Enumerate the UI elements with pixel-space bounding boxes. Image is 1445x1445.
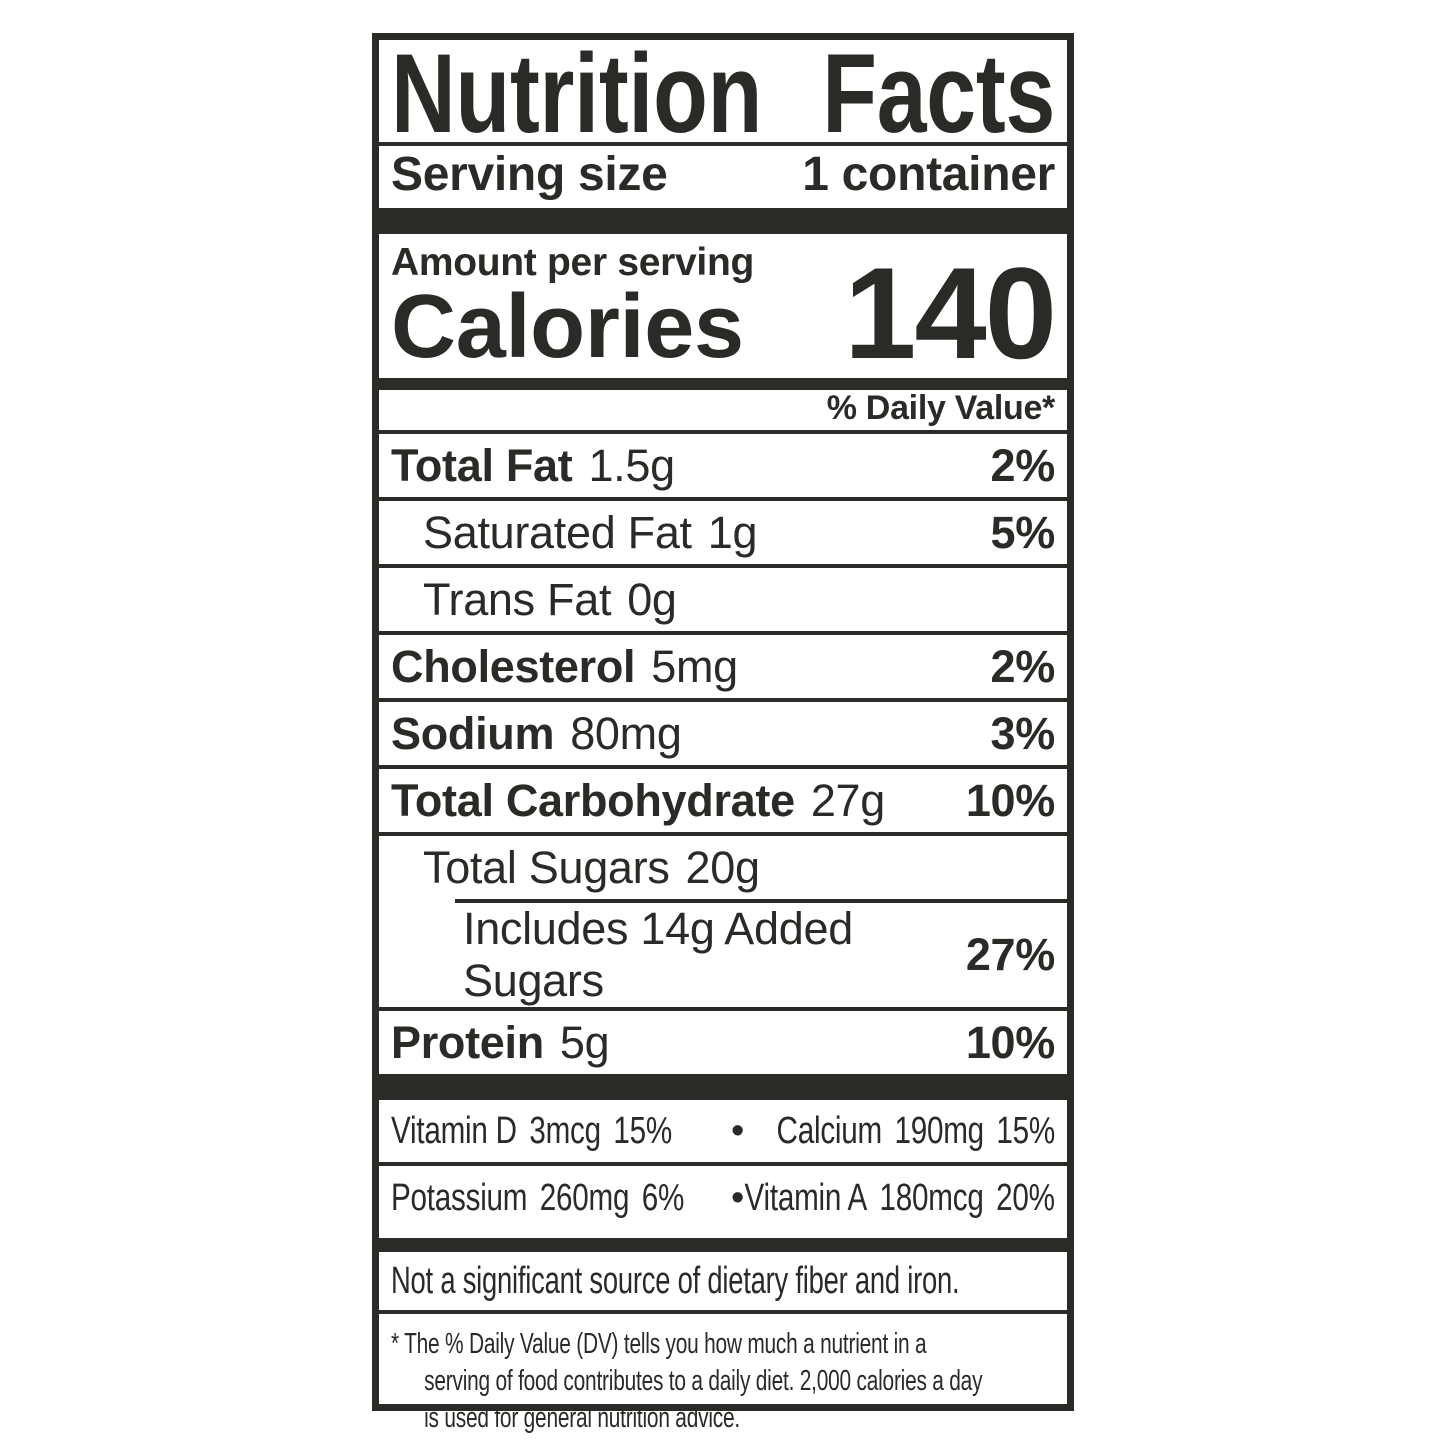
calcium-entry: Calcium 190mg 15% xyxy=(776,1100,1056,1162)
nutrient-left: Sodium 80mg xyxy=(391,708,682,760)
divider-thick xyxy=(379,208,1067,234)
nutrient-amount: 1.5g xyxy=(588,439,675,491)
vitamin-a-entry: Vitamin A 180mcg 20% xyxy=(745,1166,1055,1230)
label-title: Nutrition Facts xyxy=(379,38,1067,150)
nutrient-amount: 1g xyxy=(707,506,758,558)
nutrient-name: Cholesterol xyxy=(391,640,636,692)
nutrient-left: Total Fat 1.5g xyxy=(391,440,675,492)
divider-medium xyxy=(379,378,1067,390)
bullet-separator: • xyxy=(731,1177,745,1219)
nutrient-row-total-sugars: Total Sugars 20g xyxy=(379,832,1067,899)
nutrient-left: Protein 5g xyxy=(391,1016,610,1069)
vitamin-d-entry: Vitamin D 3mcg 15% xyxy=(391,1100,672,1162)
daily-value-header: % Daily Value* xyxy=(826,389,1056,427)
title-word-facts: Facts xyxy=(822,31,1055,156)
vitamin-name: Calcium xyxy=(776,1110,883,1152)
vitamin-name: Vitamin A xyxy=(744,1177,868,1219)
serving-size-value: 1 container xyxy=(802,147,1055,201)
vitamin-row-1: Vitamin D 3mcg 15% • Calcium 190mg 15% xyxy=(379,1100,1067,1162)
divider-thin xyxy=(379,142,1067,146)
nutrient-row-sodium: Sodium 80mg 3% xyxy=(379,698,1067,765)
serving-size-label: Serving size xyxy=(391,147,668,201)
nutrient-amount: 5g xyxy=(559,1016,610,1068)
nutrient-dv: 2% xyxy=(990,640,1056,692)
divider-medium xyxy=(379,1238,1067,1252)
nutrient-left: Trans Fat 0g xyxy=(423,574,677,626)
vitamin-dv: 15% xyxy=(996,1110,1055,1152)
nutrient-row-protein: Protein 5g 10% xyxy=(379,1007,1067,1074)
vitamin-dv: 20% xyxy=(996,1177,1055,1219)
calories-label: Calories xyxy=(391,277,744,377)
nutrient-name: Total Fat xyxy=(391,439,573,491)
nutrient-dv: 2% xyxy=(990,439,1056,491)
nutrient-dv: 3% xyxy=(990,707,1056,759)
daily-value-footnote: * The % Daily Value (DV) tells you how m… xyxy=(379,1314,1067,1437)
vitamin-row-2: Potassium 260mg 6% • Vitamin A 180mcg 20% xyxy=(379,1162,1067,1230)
nutrient-name: Trans Fat xyxy=(423,573,612,625)
nutrient-amount: 80mg xyxy=(570,707,682,759)
vitamin-dv: 6% xyxy=(641,1177,685,1219)
footnote-line: * The % Daily Value (DV) tells you how m… xyxy=(391,1328,927,1360)
nutrient-dv: 5% xyxy=(990,506,1056,558)
divider-thick xyxy=(379,1074,1067,1100)
vitamin-amount: 3mcg xyxy=(529,1110,601,1152)
not-significant-note: Not a significant source of dietary fibe… xyxy=(379,1252,1067,1310)
nutrient-amount: 5mg xyxy=(651,640,738,692)
vitamin-name: Vitamin D xyxy=(391,1110,517,1152)
nutrient-left: Cholesterol 5mg xyxy=(391,641,738,693)
vitamin-dv: 15% xyxy=(613,1110,672,1152)
calories-row: Calories 140 xyxy=(379,248,1067,378)
calories-value: 140 xyxy=(844,240,1057,386)
divider-thin xyxy=(379,1310,1067,1314)
not-significant-text: Not a significant source of dietary fibe… xyxy=(391,1260,960,1302)
vitamin-amount: 180mcg xyxy=(879,1177,984,1219)
nutrient-name: Saturated Fat xyxy=(423,506,692,558)
footnote-line: serving of food contributes to a daily d… xyxy=(424,1365,983,1397)
nutrient-dv: 10% xyxy=(965,1016,1055,1068)
nutrient-left: Total Sugars 20g xyxy=(423,842,760,894)
nutrient-left: Includes 14g Added Sugars xyxy=(463,903,966,1007)
serving-size-row: Serving size 1 container xyxy=(379,146,1067,202)
nutrient-amount: 27g xyxy=(810,774,886,826)
nutrient-name: Sodium xyxy=(391,707,555,759)
nutrient-name: Protein xyxy=(391,1016,544,1068)
nutrient-row-trans-fat: Trans Fat 0g xyxy=(379,564,1067,631)
bullet-separator: • xyxy=(731,1110,745,1152)
nutrient-name: Total Carbohydrate xyxy=(391,774,795,826)
nutrient-row-saturated-fat: Saturated Fat 1g 5% xyxy=(379,497,1067,564)
nutrient-left: Saturated Fat 1g xyxy=(423,506,758,559)
nutrient-name: Total Sugars xyxy=(423,841,670,893)
nutrient-row-total-fat: Total Fat 1.5g 2% xyxy=(379,430,1067,497)
nutrient-dv: 10% xyxy=(965,774,1055,826)
vitamin-amount: 190mg xyxy=(894,1110,984,1152)
nutrient-row-total-carbohydrate: Total Carbohydrate 27g 10% xyxy=(379,765,1067,832)
nutrient-amount: 20g xyxy=(685,841,760,893)
amount-per-serving-label: Amount per serving xyxy=(391,241,754,284)
nutrient-name: Includes 14g Added Sugars xyxy=(463,903,853,1006)
nutrient-dv: 27% xyxy=(965,929,1055,980)
vitamin-name: Potassium xyxy=(391,1177,528,1219)
vitamin-amount: 260mg xyxy=(539,1177,630,1219)
title-word-nutrition: Nutrition xyxy=(391,31,763,156)
nutrient-amount: 0g xyxy=(627,573,677,625)
nutrition-facts-label: Nutrition Facts Serving size 1 container… xyxy=(372,33,1074,1434)
potassium-entry: Potassium 260mg 6% xyxy=(391,1166,684,1230)
nutrient-left: Total Carbohydrate 27g xyxy=(391,775,885,827)
nutrient-row-cholesterol: Cholesterol 5mg 2% xyxy=(379,631,1067,698)
nutrient-row-added-sugars: Includes 14g Added Sugars 27% xyxy=(379,903,1067,1007)
footnote-line: is used for general nutrition advice. xyxy=(424,1402,740,1434)
divider-partial xyxy=(455,899,1067,903)
